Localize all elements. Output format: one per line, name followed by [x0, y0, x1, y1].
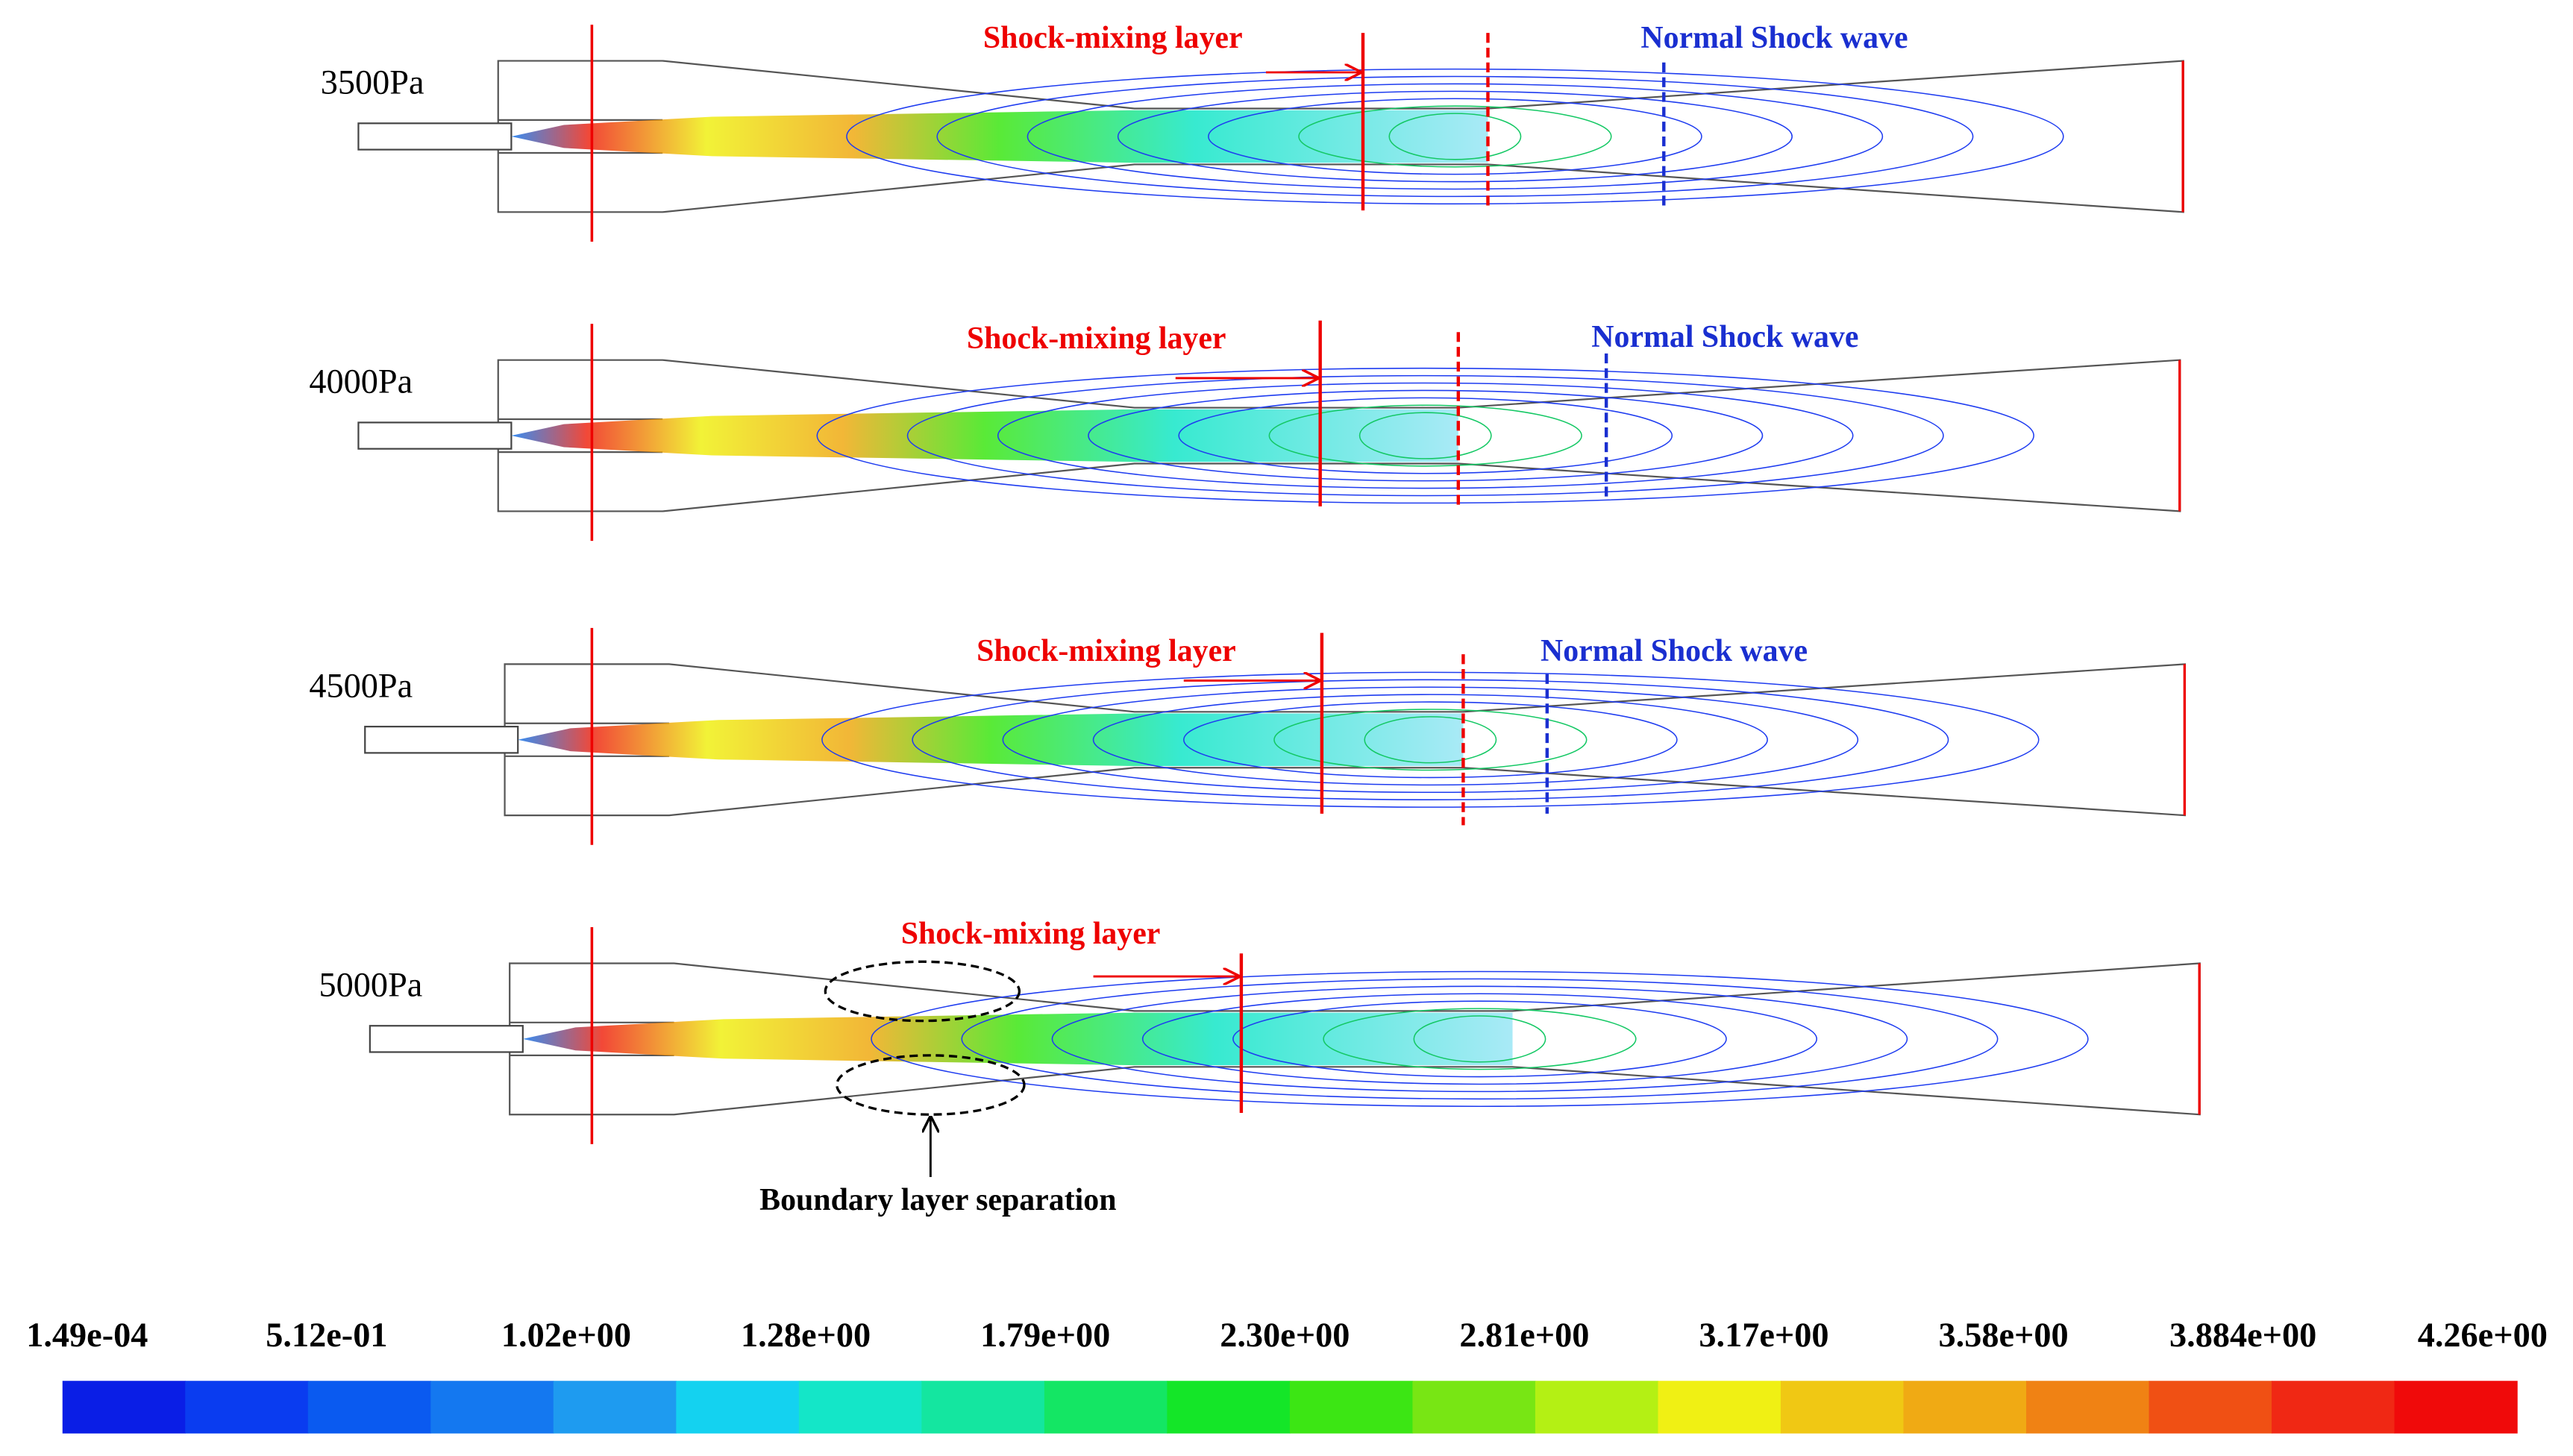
colorbar-segment — [1658, 1381, 1781, 1434]
outlet-line — [2198, 963, 2201, 1115]
colorbar-segment — [2394, 1381, 2518, 1434]
contour-line — [1117, 90, 1793, 183]
colorbar-label: 3.17e+00 — [1699, 1317, 1828, 1355]
colorbar-segment — [553, 1381, 677, 1434]
contour-line — [1388, 113, 1522, 160]
outlet-line — [2181, 60, 2184, 213]
contour-line — [997, 382, 1854, 489]
outlet-line — [2178, 360, 2181, 512]
colorbar-label: 3.884e+00 — [2169, 1317, 2316, 1355]
primary-nozzle — [357, 421, 513, 450]
colorbar-segment — [1535, 1381, 1659, 1434]
contour-line — [816, 367, 2034, 504]
primary-nozzle — [364, 726, 519, 754]
mixing-label: Shock-mixing layer — [983, 21, 1243, 55]
pressure-label: 4500Pa — [309, 667, 413, 705]
contour-line — [1364, 716, 1497, 764]
contour-panel: 4000Pa Shock-mixing layer Normal Shock wav… — [309, 320, 2181, 542]
jet-core — [522, 1012, 1513, 1066]
mixing-label: Shock-mixing layer — [901, 917, 1161, 951]
jet-core — [518, 713, 1464, 767]
colorbar-segment — [798, 1381, 923, 1434]
primary-nozzle — [357, 122, 513, 151]
contour-line — [1323, 1008, 1637, 1070]
contour-line — [1268, 404, 1582, 467]
contour-panel: 3500Pa Shock-mixing layer Normal Shock wav… — [321, 21, 2184, 242]
contour-panel: 4500Pa Shock-mixing layer Normal Shock wav… — [309, 627, 2186, 845]
colorbar-segment — [1289, 1381, 1414, 1434]
colorbar-segment — [1167, 1381, 1291, 1434]
contour-line — [846, 68, 2064, 205]
contour-line — [906, 374, 1944, 497]
primary-nozzle — [369, 1025, 524, 1053]
colorbar-segment — [2149, 1381, 2272, 1434]
colorbar-label: 1.79e+00 — [980, 1317, 1110, 1355]
pressure-label: 5000Pa — [319, 967, 423, 1005]
contour-line — [1141, 993, 1818, 1085]
colorbar-segment — [676, 1381, 800, 1434]
jet-core — [511, 409, 1458, 462]
colorbar-label: 2.30e+00 — [1220, 1317, 1350, 1355]
contour-line — [1413, 1015, 1546, 1063]
pressure-label: 3500Pa — [321, 64, 424, 102]
colorbar-label: 1.28e+00 — [741, 1317, 871, 1355]
separation-label: Boundary layer separation — [759, 1183, 1116, 1217]
colorbar-label: 5.12e-01 — [266, 1317, 387, 1355]
separation-ellipse — [836, 1054, 1026, 1116]
contour-line — [821, 671, 2040, 808]
contour-line — [1298, 105, 1612, 168]
colorbar-segment — [430, 1381, 554, 1434]
colorbar-segment — [1903, 1381, 2027, 1434]
contour-line — [1182, 701, 1678, 779]
separation-ellipse — [824, 960, 1021, 1023]
contour-line — [961, 978, 1999, 1100]
colorbar-label: 2.81e+00 — [1459, 1317, 1589, 1355]
shock-label: Normal Shock wave — [1640, 21, 1908, 55]
colorbar-label: 4.26e+00 — [2418, 1317, 2548, 1355]
mixing-label: Shock-mixing layer — [977, 634, 1236, 668]
colorbar-label: 1.49e-04 — [26, 1317, 148, 1355]
contour-line — [1027, 83, 1884, 190]
colorbar-segment — [1412, 1381, 1536, 1434]
pressure-label: 4000Pa — [309, 363, 413, 401]
contour-line — [1088, 389, 1764, 482]
colorbar-segment — [2026, 1381, 2150, 1434]
contour-line — [1002, 686, 1859, 794]
mixing-label: Shock-mixing layer — [967, 321, 1226, 356]
contour-line — [1232, 1000, 1727, 1078]
colorbar-segment — [62, 1381, 186, 1434]
colorbar-label: 3.58e+00 — [1939, 1317, 2069, 1355]
contour-line — [912, 679, 1949, 800]
contour-line — [936, 75, 1974, 198]
colorbar-label: 1.02e+00 — [501, 1317, 631, 1355]
contour-panel: 5000Pa Shock-mixing layer Boundary layer s… — [319, 917, 2201, 1217]
colorbar-segment — [1044, 1381, 1168, 1434]
colorbar-segment — [921, 1381, 1045, 1434]
shock-label: Normal Shock wave — [1541, 634, 1808, 668]
shock-label: Normal Shock wave — [1591, 320, 1858, 354]
outlet-line — [2183, 664, 2186, 816]
contour-line — [1358, 412, 1492, 459]
jet-core — [511, 110, 1488, 163]
contour-line — [1092, 694, 1768, 786]
contour-line — [1051, 985, 1908, 1093]
contour-line — [1178, 397, 1673, 474]
colorbar-segment — [2272, 1381, 2395, 1434]
contour-line — [871, 970, 2089, 1107]
colorbar-segment — [307, 1381, 431, 1434]
contour-line — [1273, 709, 1588, 771]
colorbar-segment — [1780, 1381, 1905, 1434]
colorbar-segment — [185, 1381, 309, 1434]
contour-line — [1208, 98, 1702, 175]
